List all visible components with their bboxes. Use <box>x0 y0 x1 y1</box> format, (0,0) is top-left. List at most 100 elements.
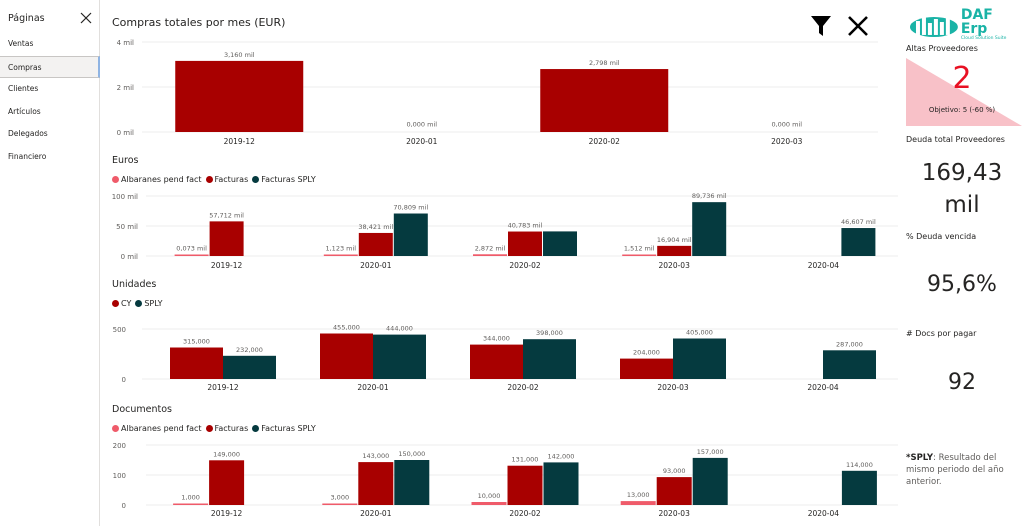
legend-label: Albaranes pend fact <box>121 424 202 433</box>
y-tick-label: 50 mil <box>116 223 138 231</box>
x-tick-label: 2020-02 <box>507 383 539 392</box>
legend-dot <box>135 300 143 307</box>
data-label: 13,000 <box>627 491 650 499</box>
chart-title-monthly: Compras totales por mes (EUR) <box>112 16 286 29</box>
chart-title-documentos: Documentos <box>112 404 172 415</box>
bar <box>323 254 358 256</box>
legend-dot <box>112 176 119 183</box>
kpi-goal-altas: Objetivo: 5 (-60 %) <box>928 106 996 114</box>
kpi-value-docs: 92 <box>948 370 976 395</box>
logo-text: DAF Erp <box>960 7 993 37</box>
close-icon[interactable] <box>80 12 92 24</box>
kpi-value-deuda-unit: mil <box>944 192 980 218</box>
bar <box>657 245 692 256</box>
x-tick-label: 2019-12 <box>207 383 239 392</box>
logo-subtext: Cloud Solution Suite <box>960 36 1007 41</box>
kpi-panel: DAF Erp Cloud Solution Suite Altas Prove… <box>900 0 1024 526</box>
sply-footnote: *SPLY: Resultado del mismo periodo del a… <box>906 452 1018 488</box>
legend-dot <box>205 176 213 183</box>
bar <box>174 254 209 256</box>
sidebar-item-compras[interactable]: Compras <box>0 56 100 78</box>
data-label: 10,000 <box>478 492 501 500</box>
bar <box>358 462 394 505</box>
y-tick-label: 0 mil <box>117 129 134 137</box>
legend-label: CY <box>121 299 132 308</box>
bar <box>841 228 876 256</box>
kpi-label-vencida: % Deuda vencida <box>906 232 977 241</box>
logo: DAF Erp Cloud Solution Suite <box>910 8 1024 41</box>
charts-area: Compras totales por mes (EUR) 4 mil 2 mil… <box>108 0 898 526</box>
bar <box>473 254 507 256</box>
bar <box>394 460 430 505</box>
bar <box>358 232 393 256</box>
sidebar-item-financiero[interactable]: Financiero <box>8 152 47 161</box>
x-tick-label: 2020-04 <box>807 383 839 392</box>
x-tick-label: 2020-01 <box>360 261 392 270</box>
bar <box>173 503 209 505</box>
close-visual-icon[interactable] <box>846 14 870 38</box>
bar <box>656 477 692 505</box>
x-tick-label: 2020-01 <box>406 137 438 146</box>
data-label: 150,000 <box>398 450 425 458</box>
chart-title-euros: Euros <box>112 155 139 166</box>
x-tick-label: 2020-01 <box>357 383 389 392</box>
data-label: 3,000 <box>330 494 349 502</box>
data-label: 1,000 <box>181 494 200 502</box>
footnote-term: *SPLY <box>906 453 934 463</box>
bar <box>692 202 727 256</box>
data-label: 0,000 mil <box>771 121 802 129</box>
chart-unidades: 500 0 315,000 232,000 2019-12 455,000 444,000 2… <box>113 324 898 392</box>
y-tick-label: 500 <box>113 326 126 334</box>
bar <box>507 465 543 505</box>
data-label: 204,000 <box>633 349 660 357</box>
x-tick-label: 2020-03 <box>659 509 691 518</box>
data-label: 0,000 mil <box>406 121 437 129</box>
legend-label: Facturas <box>214 424 249 433</box>
data-label: 287,000 <box>836 340 863 348</box>
bar <box>673 338 726 379</box>
data-label: 70,809 mil <box>393 204 428 212</box>
chart-euros: 100 mil 50 mil 0 mil 0,073 mil 57,712 mil 201… <box>112 192 898 270</box>
bar <box>540 69 669 132</box>
x-tick-label: 2020-03 <box>657 383 689 392</box>
data-label: 405,000 <box>686 329 713 337</box>
legend-label: Facturas <box>214 175 249 184</box>
data-label: 93,000 <box>663 467 686 475</box>
data-label: 40,783 mil <box>508 222 543 230</box>
chart-documentos: 200 100 0 1,000 149,000 2019-12 3,000 143,000 15… <box>113 442 898 518</box>
data-label: 143,000 <box>362 452 389 460</box>
y-tick-label: 2 mil <box>117 84 134 92</box>
data-label: 16,904 mil <box>657 236 692 244</box>
data-label: 1,512 mil <box>624 245 655 253</box>
x-tick-label: 2020-01 <box>360 509 392 518</box>
kpi-label-docs: # Docs por pagar <box>906 329 977 338</box>
x-tick-label: 2020-04 <box>808 261 840 270</box>
kpi-label-altas: Altas Proveedores <box>906 44 978 53</box>
bar <box>620 358 673 379</box>
legend-euros: Albaranes pend fact Facturas Facturas SP… <box>112 175 320 184</box>
data-label: 46,607 mil <box>841 218 876 226</box>
chart-monthly: 4 mil 2 mil 0 mil 3,160 mil 2019-12 0,000 mil… <box>117 39 878 146</box>
data-label: 0,073 mil <box>176 245 207 253</box>
sidebar-item-clientes[interactable]: Clientes <box>8 84 39 93</box>
data-label: 131,000 <box>512 456 539 464</box>
sidebar-item-delegados[interactable]: Delegados <box>8 129 48 138</box>
bar <box>543 231 577 256</box>
bar <box>223 355 276 379</box>
data-label: 455,000 <box>333 324 360 332</box>
legend-dot <box>252 425 260 432</box>
pages-sidebar: Páginas Ventas Compras Clientes Artículo… <box>0 0 100 526</box>
sidebar-item-ventas[interactable]: Ventas <box>8 39 34 48</box>
filter-icon[interactable] <box>810 14 832 38</box>
data-label: 1,123 mil <box>325 245 356 253</box>
bar <box>470 344 523 379</box>
bar <box>620 501 656 505</box>
y-tick-label: 100 <box>113 472 126 480</box>
data-label: 57,712 mil <box>209 211 244 219</box>
data-label: 114,000 <box>846 461 873 469</box>
sidebar-header: Páginas <box>8 13 45 24</box>
sidebar-item-articulos[interactable]: Artículos <box>8 107 41 116</box>
bar <box>175 60 304 132</box>
data-label: 38,421 mil <box>358 223 393 231</box>
y-tick-label: 4 mil <box>117 39 134 47</box>
